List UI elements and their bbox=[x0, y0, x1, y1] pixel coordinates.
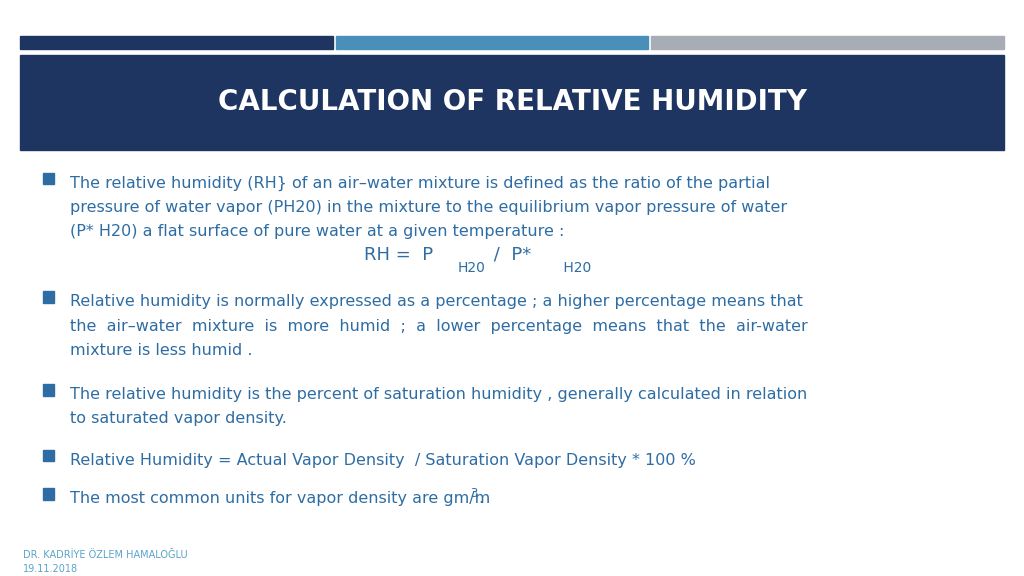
Text: The relative humidity is the percent of saturation humidity , generally calculat: The relative humidity is the percent of … bbox=[70, 387, 807, 402]
Text: to saturated vapor density.: to saturated vapor density. bbox=[70, 411, 287, 426]
Bar bbox=[43, 384, 54, 396]
Text: the  air–water  mixture  is  more  humid  ;  a  lower  percentage  means  that  : the air–water mixture is more humid ; a … bbox=[70, 319, 807, 334]
Text: .: . bbox=[478, 491, 483, 506]
Bar bbox=[43, 450, 54, 461]
Text: mixture is less humid .: mixture is less humid . bbox=[70, 343, 252, 358]
Text: RH =  P: RH = P bbox=[364, 246, 433, 264]
Text: DR. KADRİYE ÖZLEM HAMALOĞLU
19.11.2018: DR. KADRİYE ÖZLEM HAMALOĞLU 19.11.2018 bbox=[23, 550, 187, 574]
Text: Relative Humidity = Actual Vapor Density  / Saturation Vapor Density * 100 %: Relative Humidity = Actual Vapor Density… bbox=[70, 453, 695, 468]
Bar bbox=[20, 36, 333, 49]
Text: CALCULATION OF RELATIVE HUMIDITY: CALCULATION OF RELATIVE HUMIDITY bbox=[217, 88, 807, 116]
Bar bbox=[336, 36, 648, 49]
Text: (P* H20) a flat surface of pure water at a given temperature :: (P* H20) a flat surface of pure water at… bbox=[70, 224, 564, 239]
Bar bbox=[43, 173, 54, 184]
Bar bbox=[43, 291, 54, 303]
Text: Relative humidity is normally expressed as a percentage ; a higher percentage me: Relative humidity is normally expressed … bbox=[70, 294, 803, 309]
Text: pressure of water vapor (PH20) in the mixture to the equilibrium vapor pressure : pressure of water vapor (PH20) in the mi… bbox=[70, 200, 786, 215]
Bar bbox=[43, 488, 54, 500]
Text: H20: H20 bbox=[559, 262, 591, 275]
Bar bbox=[651, 36, 1004, 49]
Text: /  P*: / P* bbox=[488, 246, 531, 264]
Bar bbox=[20, 55, 1004, 150]
Text: The most common units for vapor density are gm/m: The most common units for vapor density … bbox=[70, 491, 489, 506]
Text: 3: 3 bbox=[470, 487, 478, 500]
Text: The relative humidity (RH} of an air–water mixture is defined as the ratio of th: The relative humidity (RH} of an air–wat… bbox=[70, 176, 770, 191]
Text: H20: H20 bbox=[458, 262, 485, 275]
